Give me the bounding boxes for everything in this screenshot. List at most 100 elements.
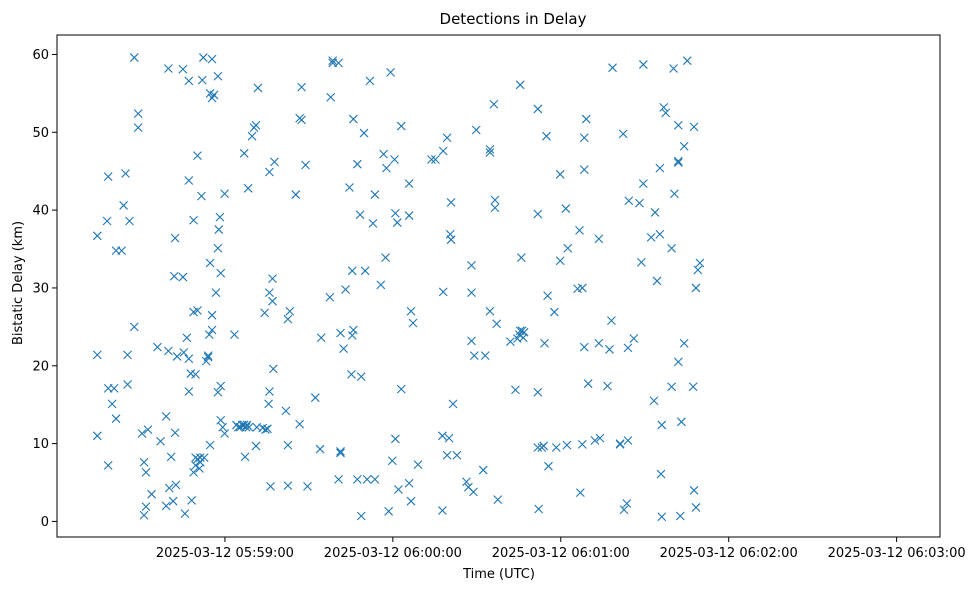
data-point: [638, 60, 648, 69]
data-point: [669, 64, 678, 73]
data-point: [197, 191, 206, 201]
data-point: [220, 429, 230, 438]
data-point: [390, 208, 400, 218]
data-point: [462, 477, 471, 487]
y-tick-label: 30: [32, 281, 49, 296]
x-tick-label: 2025-03-12 06:02:00: [660, 546, 798, 561]
x-axis: 2025-03-12 05:59:00 2025-03-12 06:00:00 20…: [156, 537, 966, 561]
data-point: [129, 322, 139, 332]
data-point: [103, 461, 113, 470]
data-point: [404, 211, 414, 220]
x-tick-label: 2025-03-12 05:59:00: [156, 546, 294, 561]
data-point: [268, 364, 278, 374]
data-point: [655, 229, 665, 239]
data-point: [594, 338, 604, 348]
data-point: [141, 502, 151, 512]
x-tick-label: 2025-03-12 06:01:00: [492, 546, 630, 561]
data-point: [404, 179, 414, 189]
data-point: [549, 307, 559, 317]
data-point: [656, 469, 666, 479]
data-point: [659, 102, 669, 112]
data-point: [310, 393, 320, 403]
data-point: [551, 443, 561, 452]
data-point: [533, 209, 543, 219]
data-point: [370, 475, 380, 484]
data-point: [230, 330, 239, 340]
data-point: [492, 319, 502, 329]
data-point: [635, 198, 644, 208]
data-point: [490, 195, 500, 205]
data-point: [345, 183, 354, 192]
data-point: [406, 496, 416, 506]
data-point: [203, 352, 213, 362]
data-point: [247, 131, 257, 141]
data-point: [471, 125, 481, 135]
data-point: [368, 218, 378, 228]
data-point: [193, 151, 202, 161]
data-point: [265, 387, 274, 396]
data-point: [489, 99, 499, 109]
data-point: [542, 131, 551, 141]
data-point: [233, 422, 243, 432]
data-point: [283, 481, 293, 491]
data-point: [139, 510, 149, 520]
data-point: [362, 475, 372, 484]
data-point: [133, 123, 143, 133]
data-point: [406, 306, 416, 316]
data-point: [297, 115, 306, 125]
data-point: [452, 450, 462, 460]
x-tick-label: 2025-03-12 06:03:00: [828, 546, 966, 561]
data-point: [189, 215, 198, 225]
data-point: [356, 511, 366, 521]
data-point: [261, 425, 270, 434]
data-point: [215, 212, 225, 222]
data-point: [334, 58, 343, 68]
data-point: [123, 380, 132, 389]
data-point: [193, 306, 202, 315]
data-point: [667, 243, 676, 253]
data-point: [413, 460, 423, 470]
data-point: [184, 387, 194, 396]
data-point: [661, 108, 671, 118]
data-point: [519, 327, 529, 337]
data-point: [579, 133, 589, 143]
data-point: [579, 165, 589, 175]
data-point: [467, 336, 476, 346]
data-point: [622, 499, 632, 508]
data-point: [143, 425, 153, 434]
data-point: [544, 461, 553, 471]
data-point: [493, 495, 503, 505]
data-point: [442, 450, 452, 460]
data-point: [448, 399, 458, 409]
data-point: [594, 234, 604, 244]
data-point: [139, 457, 149, 467]
data-point: [689, 122, 699, 132]
data-point: [390, 434, 400, 444]
data-point: [515, 80, 525, 90]
data-point: [156, 436, 165, 446]
data-point: [691, 283, 701, 293]
data-point: [562, 440, 572, 450]
data-point: [376, 280, 386, 290]
data-point: [446, 235, 456, 245]
data-point: [281, 406, 291, 416]
data-point: [92, 350, 102, 360]
data-point: [171, 480, 181, 490]
data-point: [172, 352, 182, 361]
data-point: [189, 468, 198, 477]
data-point: [187, 496, 197, 505]
data-point: [469, 351, 479, 361]
data-point: [164, 346, 173, 356]
y-tick-label: 10: [32, 437, 49, 452]
data-point: [339, 344, 348, 354]
x-axis-label: Time (UTC): [462, 567, 535, 582]
data-point: [480, 351, 490, 361]
data-point: [561, 204, 571, 213]
data-point: [689, 485, 699, 495]
data-point: [629, 334, 639, 343]
data-point: [161, 501, 171, 511]
data-point: [555, 169, 565, 179]
data-point: [117, 246, 127, 255]
data-point: [384, 506, 394, 516]
